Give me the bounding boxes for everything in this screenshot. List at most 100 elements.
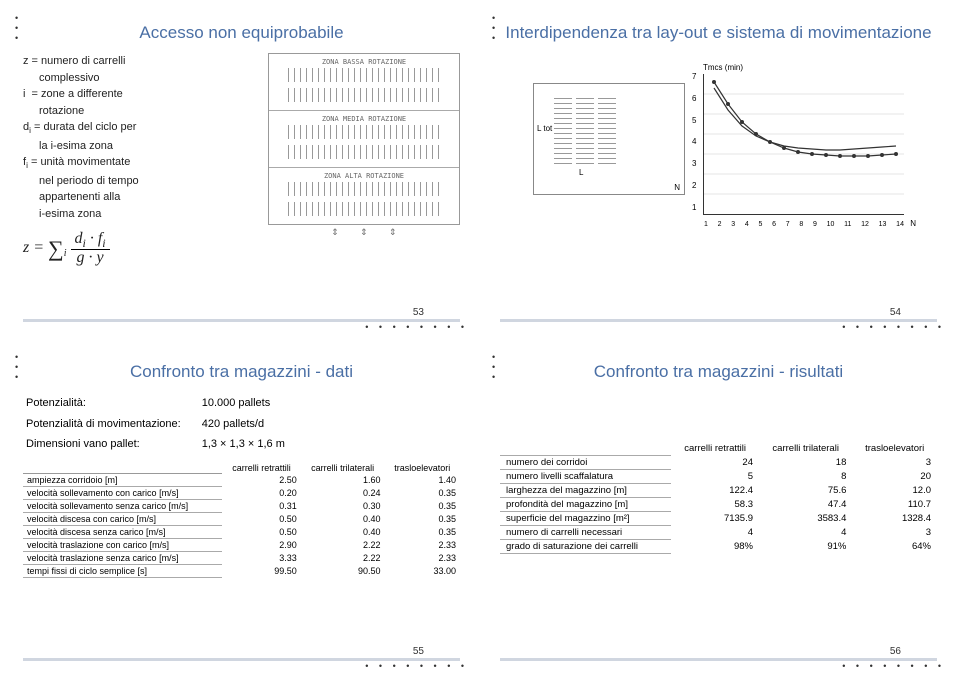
row-label: velocità discesa con carico [m/s] xyxy=(23,513,222,526)
cell: 3583.4 xyxy=(759,511,852,525)
cell: 33.00 xyxy=(384,565,460,578)
cell: 0.20 xyxy=(222,487,300,500)
cell: 2.50 xyxy=(222,474,300,487)
col-header: carrelli trilaterali xyxy=(301,462,385,474)
table-row: velocità traslazione senza carico [m/s]3… xyxy=(23,552,460,565)
page-number: 53 xyxy=(413,307,424,318)
cell: 0.31 xyxy=(222,500,300,513)
row-label: velocità sollevamento senza carico [m/s] xyxy=(23,500,222,513)
slide-title: Accesso non equiprobabile xyxy=(23,23,460,43)
cell: 1.60 xyxy=(301,474,385,487)
spec-label: Potenzialità di movimentazione: xyxy=(25,415,199,434)
cell: 0.50 xyxy=(222,526,300,539)
row-label: numero livelli scaffalatura xyxy=(500,469,671,483)
x-axis-label: N xyxy=(910,219,916,228)
cell: 99.50 xyxy=(222,565,300,578)
table-row: numero di carrelli necessari443 xyxy=(500,525,937,539)
cell: 2.33 xyxy=(384,552,460,565)
cell: 3 xyxy=(852,455,937,469)
spec-value: 420 pallets/d xyxy=(201,415,286,434)
zone-label-high: ZONA ALTA ROTAZIONE xyxy=(269,172,459,180)
row-label: tempi fissi di ciclo semplice [s] xyxy=(23,565,222,578)
dots-br xyxy=(842,322,945,332)
cell: 0.30 xyxy=(301,500,385,513)
spec-value: 1,3 × 1,3 × 1,6 m xyxy=(201,435,286,454)
dots-br xyxy=(842,661,945,671)
col-header xyxy=(23,462,222,474)
chart-svg xyxy=(704,74,904,214)
cell: 0.35 xyxy=(384,500,460,513)
def-di: di = durata del ciclo perla i-esima zona xyxy=(23,119,233,154)
y-ticks: 7654321 xyxy=(692,72,696,212)
cell: 4 xyxy=(759,525,852,539)
slide-title: Interdipendenza tra lay-out e sistema di… xyxy=(500,23,937,43)
spec-label: Potenzialità: xyxy=(25,394,199,413)
specs-table: Potenzialità:10.000 pallets Potenzialità… xyxy=(23,392,288,456)
cell: 0.24 xyxy=(301,487,385,500)
dots-tl xyxy=(492,352,499,382)
chart-tmcs: Tmcs (min) xyxy=(703,63,904,215)
cell: 0.35 xyxy=(384,513,460,526)
page-number: 55 xyxy=(413,646,424,657)
cell: 0.40 xyxy=(301,513,385,526)
table-row: velocità sollevamento senza carico [m/s]… xyxy=(23,500,460,513)
dots-tl xyxy=(15,13,22,43)
cell: 1328.4 xyxy=(852,511,937,525)
def-i: i = zone a differenterotazione xyxy=(23,86,233,119)
dots-tl xyxy=(15,352,22,382)
warehouse-zones-diagram: ZONA BASSA ROTAZIONE ZONA MEDIA ROTAZION… xyxy=(268,53,460,225)
table-row: tempi fissi di ciclo semplice [s]99.5090… xyxy=(23,565,460,578)
dots-tl xyxy=(492,13,499,43)
page-number: 54 xyxy=(890,307,901,318)
row-label: superficie del magazzino [m²] xyxy=(500,511,671,525)
cell: 90.50 xyxy=(301,565,385,578)
cell: 98% xyxy=(671,539,759,553)
def-fi: fi = unità movimentatenel periodo di tem… xyxy=(23,154,233,222)
col-header: carrelli trilaterali xyxy=(759,442,852,455)
cell: 91% xyxy=(759,539,852,553)
table-row: ampiezza corridoio [m]2.501.601.40 xyxy=(23,474,460,487)
row-label: velocità traslazione con carico [m/s] xyxy=(23,539,222,552)
cell: 75.6 xyxy=(759,483,852,497)
dots-br xyxy=(365,322,468,332)
table-row: velocità sollevamento con carico [m/s]0.… xyxy=(23,487,460,500)
cell: 47.4 xyxy=(759,497,852,511)
cell: 64% xyxy=(852,539,937,553)
label-N: N xyxy=(674,183,680,192)
table-row: velocità traslazione con carico [m/s]2.9… xyxy=(23,539,460,552)
table-row: velocità discesa senza carico [m/s]0.500… xyxy=(23,526,460,539)
cell: 0.50 xyxy=(222,513,300,526)
cell: 2.90 xyxy=(222,539,300,552)
io-arrows: ⇕ ⇕ ⇕ xyxy=(269,224,459,238)
dots-br xyxy=(365,661,468,671)
label-Ltot: L tot xyxy=(537,124,552,133)
slide-4: Confronto tra magazzini - risultati carr… xyxy=(485,347,952,676)
table-row: grado di saturazione dei carrelli98%91%6… xyxy=(500,539,937,553)
zone-label-low: ZONA BASSA ROTAZIONE xyxy=(269,58,459,66)
x-ticks: 1234567891011121314 xyxy=(704,221,904,228)
cell: 12.0 xyxy=(852,483,937,497)
cell: 4 xyxy=(671,525,759,539)
cell: 18 xyxy=(759,455,852,469)
spec-value: 10.000 pallets xyxy=(201,394,286,413)
row-label: velocità sollevamento con carico [m/s] xyxy=(23,487,222,500)
formula: z = ∑i di · fi g · y xyxy=(23,228,233,266)
results-table: carrelli retrattili carrelli trilaterali… xyxy=(500,442,937,554)
cell: 7135.9 xyxy=(671,511,759,525)
cell: 20 xyxy=(852,469,937,483)
cell: 8 xyxy=(759,469,852,483)
row-label: grado di saturazione dei carrelli xyxy=(500,539,671,553)
col-header: trasloelevatori xyxy=(852,442,937,455)
cell: 1.40 xyxy=(384,474,460,487)
cell: 0.40 xyxy=(301,526,385,539)
col-header: trasloelevatori xyxy=(384,462,460,474)
layout-diagram: L tot L N xyxy=(533,83,685,195)
cell: 0.35 xyxy=(384,487,460,500)
data-table: carrelli retrattili carrelli trilaterali… xyxy=(23,462,460,579)
table-row: numero livelli scaffalatura5820 xyxy=(500,469,937,483)
cell: 24 xyxy=(671,455,759,469)
slide-1: Accesso non equiprobabile z = numero di … xyxy=(8,8,475,337)
y-axis-label: Tmcs (min) xyxy=(703,63,904,72)
col-header: carrelli retrattili xyxy=(671,442,759,455)
table-row: larghezza del magazzino [m]122.475.612.0 xyxy=(500,483,937,497)
